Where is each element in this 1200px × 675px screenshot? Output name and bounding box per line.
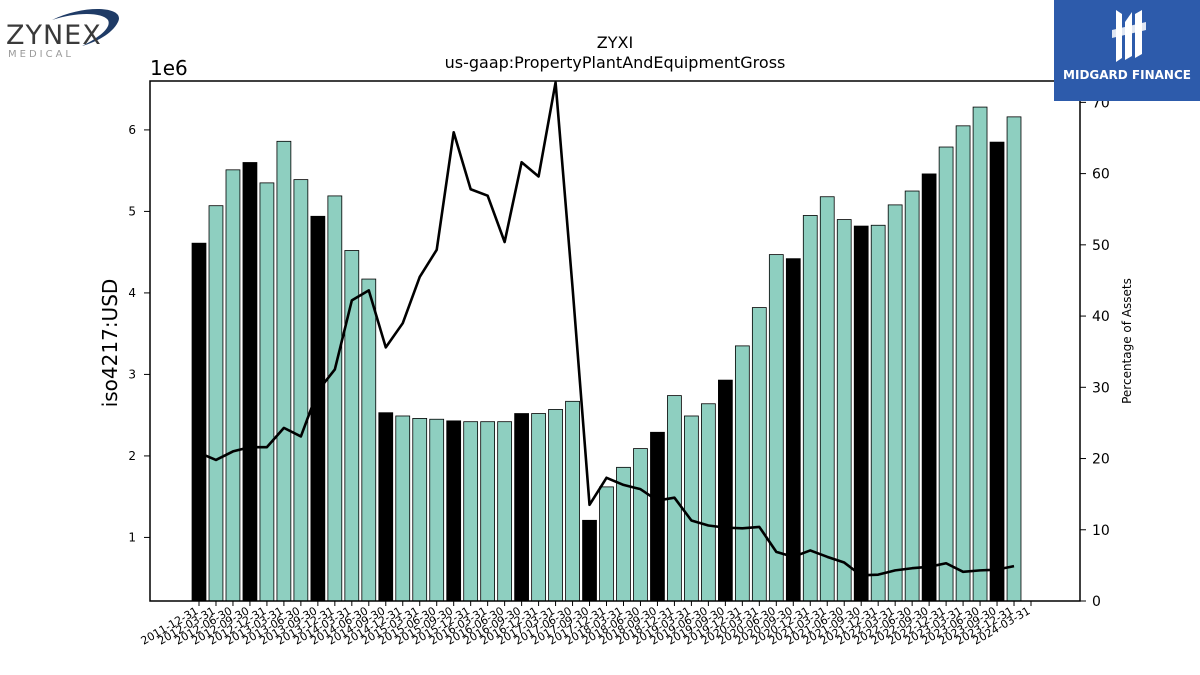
logo-subtext: MEDICAL [8, 49, 74, 60]
bar-fiscal-year [650, 431, 665, 602]
midgard-emblem-icon [1112, 10, 1146, 62]
bar [819, 196, 835, 602]
plot-frame [149, 80, 1081, 602]
bar [870, 224, 886, 602]
bar [497, 421, 512, 602]
y-tick-label: 6 [128, 123, 136, 137]
bar [225, 169, 241, 602]
bar [972, 106, 988, 602]
y-multiplier-label: 1e6 [150, 56, 188, 80]
y2-tick-label: 20 [1092, 452, 1110, 468]
bars-layer [191, 106, 1022, 602]
bar-fiscal-year [514, 413, 529, 602]
y2-tick-label: 40 [1092, 309, 1110, 325]
percentage-line [198, 81, 1015, 577]
bar [938, 146, 954, 602]
bar [684, 415, 699, 602]
y-tick-label: 4 [128, 286, 136, 300]
bar [259, 182, 275, 602]
midgard-finance-logo: MIDGARD FINANCE [1054, 0, 1200, 101]
bar [293, 179, 309, 602]
y2-tick-label: 10 [1092, 523, 1110, 539]
bar [887, 204, 903, 602]
bar [565, 400, 580, 602]
bar [208, 205, 224, 602]
logo-wordmark: ZYNEX [6, 20, 102, 51]
bar [480, 421, 496, 602]
y-tick-label: 5 [128, 204, 136, 218]
bar [633, 448, 648, 602]
bar [751, 307, 767, 602]
percentage-line-layer [198, 81, 1015, 577]
bar-fiscal-year [378, 412, 394, 602]
y-axis-left: 1 2 3 4 5 6 [128, 123, 150, 544]
bar-fiscal-year [582, 519, 597, 602]
bar [327, 195, 343, 602]
bar [599, 486, 614, 602]
bar-fiscal-year [785, 258, 801, 602]
y2-tick-label: 0 [1092, 594, 1101, 610]
zynex-medical-logo: ZYNEX MEDICAL [4, 6, 126, 62]
bar-fiscal-year [446, 420, 462, 602]
y-tick-label: 3 [128, 367, 136, 381]
bar [361, 278, 377, 602]
bar-fiscal-year [191, 242, 207, 602]
x-axis: 2011-12-312012-03-312012-06-302012-09-30… [139, 601, 1033, 648]
bar [395, 415, 411, 602]
y-tick-label: 2 [128, 449, 136, 463]
y-axis-label: iso4217:USD [98, 279, 122, 408]
chart-subtitle: us-gaap:PropertyPlantAndEquipmentGross [445, 53, 786, 72]
y2-axis-label: Percentage of Assets [1120, 278, 1134, 404]
logo-name: MIDGARD FINANCE [1063, 68, 1191, 82]
bar-fiscal-year [310, 215, 326, 602]
y-tick-label: 1 [128, 530, 136, 544]
y2-tick-label: 50 [1092, 238, 1110, 254]
bar [836, 219, 852, 602]
bar [768, 254, 784, 602]
bar [463, 421, 479, 602]
bar [276, 140, 292, 602]
y2-tick-label: 60 [1092, 167, 1110, 183]
bar [531, 413, 546, 602]
bar-fiscal-year [853, 225, 869, 602]
y2-tick-label: 30 [1092, 380, 1110, 396]
bar [412, 418, 428, 602]
bar [1006, 116, 1022, 602]
bar [701, 403, 716, 602]
bar [955, 125, 971, 602]
bar-fiscal-year [718, 379, 733, 602]
chart-title: ZYXI [597, 33, 633, 52]
bar-fiscal-year [989, 141, 1005, 602]
logo-swoosh-icon [52, 8, 119, 46]
bar [904, 190, 920, 602]
bar [734, 345, 750, 602]
bar [429, 418, 445, 602]
bar-fiscal-year [921, 173, 937, 602]
bar-fiscal-year [242, 162, 258, 602]
bar [802, 215, 818, 602]
bar [548, 409, 563, 602]
